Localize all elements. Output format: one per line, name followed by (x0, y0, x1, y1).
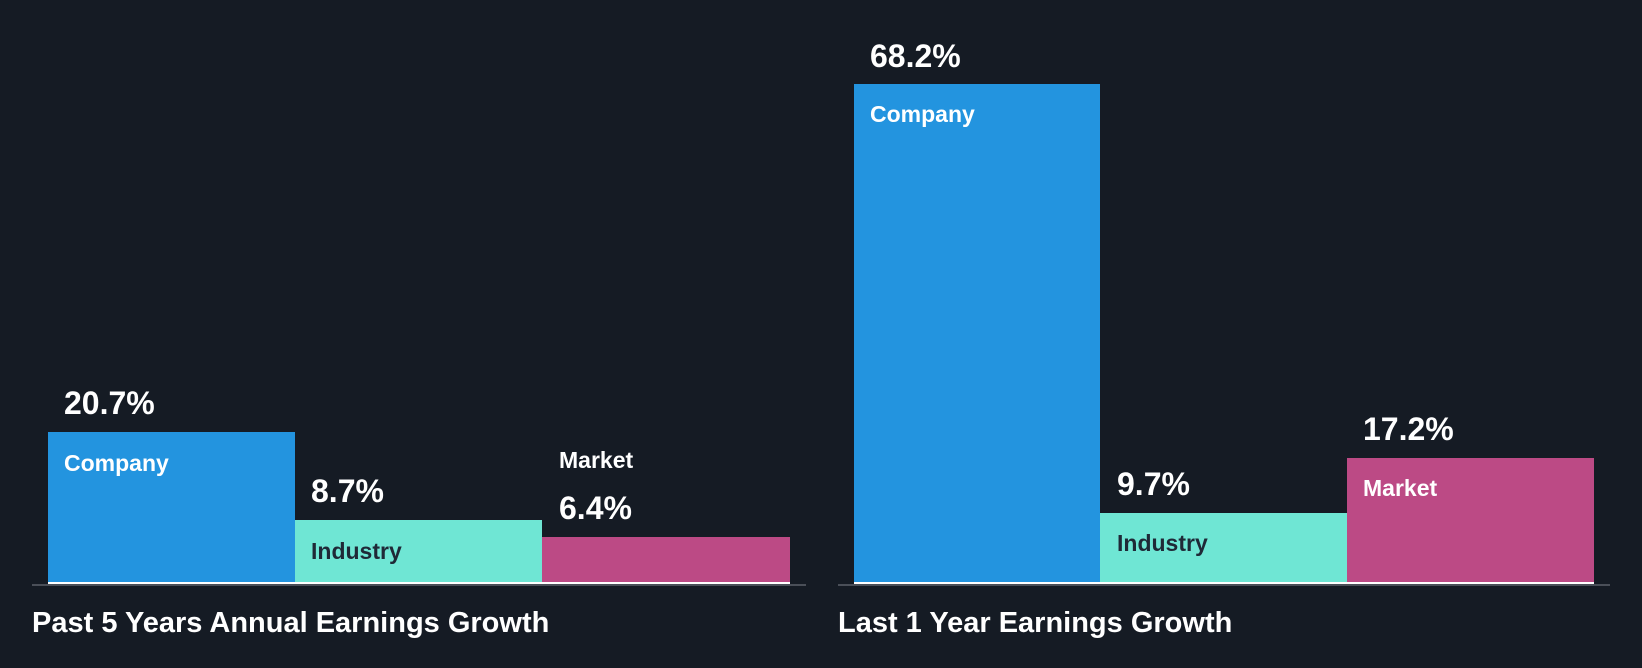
bar-market (1347, 458, 1594, 583)
baseline (48, 582, 790, 585)
value-label-market: 17.2% (1363, 411, 1454, 447)
value-label-company: 68.2% (870, 38, 961, 74)
bar-industry (1100, 513, 1347, 583)
bar-label-market: Market (1363, 475, 1438, 501)
bar-label-industry: Industry (1117, 530, 1208, 556)
value-label-industry: 9.7% (1117, 466, 1190, 502)
bar-label-industry: Industry (311, 538, 402, 564)
value-label-market: 6.4% (559, 490, 632, 526)
x-axis-line (32, 584, 806, 586)
bar-label-market: Market (559, 447, 634, 473)
bar-company (854, 84, 1100, 583)
chart-past-5-years: Company 20.7% Industry 8.7% Market 6.4% … (32, 385, 806, 639)
bar-market (542, 537, 790, 583)
bar-industry (295, 520, 542, 583)
chart-title: Last 1 Year Earnings Growth (838, 607, 1233, 639)
x-axis-line (838, 584, 1610, 586)
chart-title: Past 5 Years Annual Earnings Growth (32, 607, 550, 639)
value-label-company: 20.7% (64, 385, 155, 421)
bar-label-company: Company (64, 450, 169, 476)
value-label-industry: 8.7% (311, 473, 384, 509)
baseline (854, 582, 1594, 585)
bar-label-company: Company (870, 101, 975, 127)
bar-company (48, 432, 295, 583)
